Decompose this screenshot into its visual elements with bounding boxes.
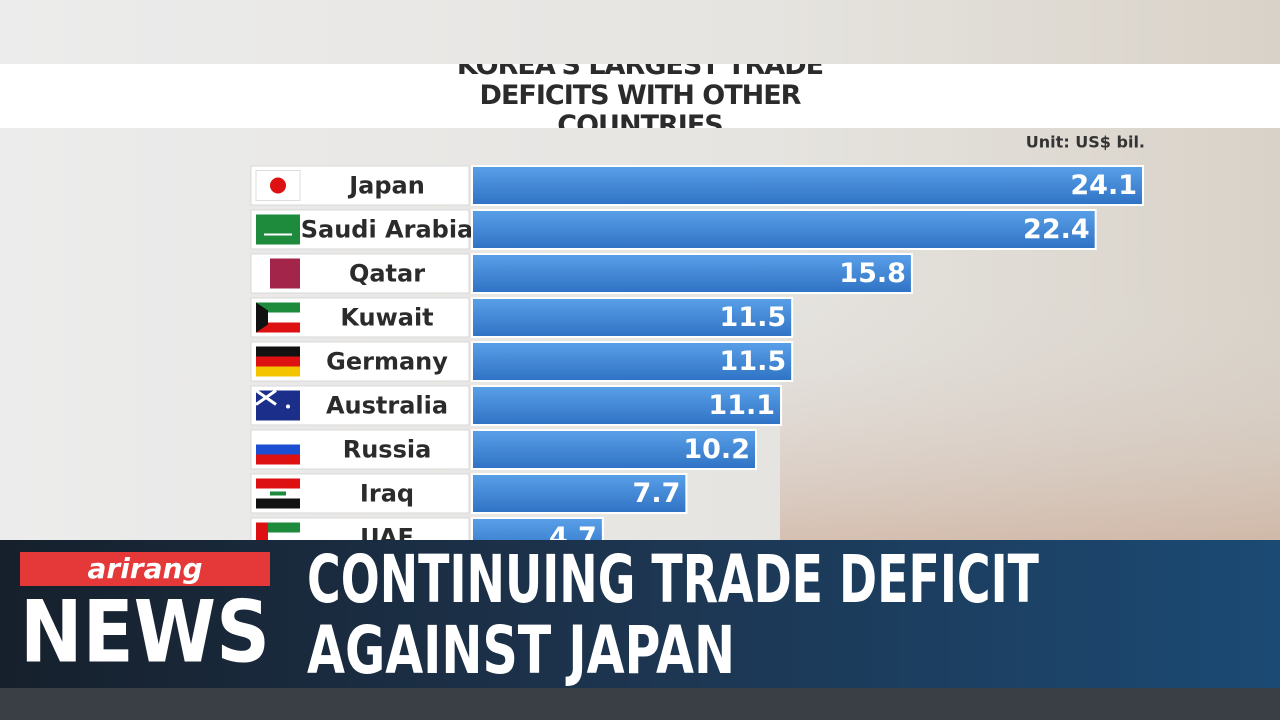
brand-box — [20, 552, 270, 586]
category-label: Japan — [347, 172, 425, 200]
flag — [256, 366, 300, 377]
news-banner: arirang NEWS CONTINUING TRADE DEFICIT AG… — [0, 540, 1280, 720]
bar — [471, 297, 794, 338]
category-label: Russia — [343, 436, 432, 464]
value-label: 24.1 — [1070, 170, 1137, 201]
flag-icon — [255, 170, 301, 201]
headline: AGAINST JAPAN — [307, 612, 735, 689]
category-label: Iraq — [360, 480, 414, 508]
title-band — [0, 64, 1280, 128]
flag — [256, 498, 300, 509]
category-label: Australia — [326, 392, 448, 420]
value-label: 7.7 — [633, 478, 681, 509]
flag-icon — [255, 389, 300, 421]
value-label: 11.5 — [720, 346, 787, 377]
bar — [471, 385, 783, 426]
flag — [264, 233, 292, 236]
category-label: Germany — [326, 348, 448, 376]
flag — [255, 389, 277, 406]
flag — [270, 177, 286, 194]
program-name: NEWS — [20, 582, 270, 682]
flag — [286, 404, 290, 409]
chart-title: KOREA’S LARGEST TRADE DEFICITS WITH OTHE… — [456, 64, 824, 128]
flag-icon — [256, 478, 300, 509]
category-label: Qatar — [349, 260, 425, 288]
flag — [268, 522, 300, 533]
flag — [256, 454, 300, 465]
bar — [471, 165, 1144, 206]
bar — [471, 473, 688, 514]
flag — [268, 532, 300, 543]
flag-icon — [256, 302, 300, 333]
brand: arirang — [88, 552, 203, 585]
bar — [471, 341, 794, 382]
value-label: 11.5 — [720, 302, 787, 333]
category-label: Saudi Arabia — [301, 216, 474, 244]
title-box: KOREA’S LARGEST TRADE DEFICITS WITH OTHE… — [456, 64, 824, 128]
flag — [256, 302, 300, 313]
flag — [256, 322, 300, 333]
value-label: 10.2 — [683, 434, 750, 465]
category-label: Kuwait — [340, 304, 433, 332]
flag-icon — [256, 434, 300, 465]
flag — [256, 434, 300, 445]
city-backdrop — [780, 290, 1280, 550]
value-label: 15.8 — [839, 258, 906, 289]
flag — [256, 346, 300, 357]
flag — [270, 258, 300, 289]
bar — [471, 429, 757, 470]
flag — [270, 491, 286, 496]
flag-icon — [256, 258, 300, 289]
value-label: 22.4 — [1023, 214, 1090, 245]
flag-icon — [256, 346, 300, 377]
headline: CONTINUING TRADE DEFICIT — [307, 541, 1039, 618]
banner-footer — [0, 688, 1280, 720]
flag — [256, 478, 300, 489]
flag-icon — [256, 214, 300, 245]
bar — [471, 209, 1097, 250]
flag — [256, 444, 300, 455]
chart-rows: Japan 24.1 Saudi Arabia 22.4 Qatar 15.8 Kuwait… — [250, 165, 1144, 558]
unit-label: Unit: US$ bil. — [1026, 133, 1145, 152]
value-label: 11.1 — [708, 390, 775, 421]
flag — [256, 302, 268, 333]
flag — [256, 214, 300, 245]
flag — [256, 356, 300, 367]
flag — [256, 312, 300, 323]
bar — [471, 253, 913, 294]
